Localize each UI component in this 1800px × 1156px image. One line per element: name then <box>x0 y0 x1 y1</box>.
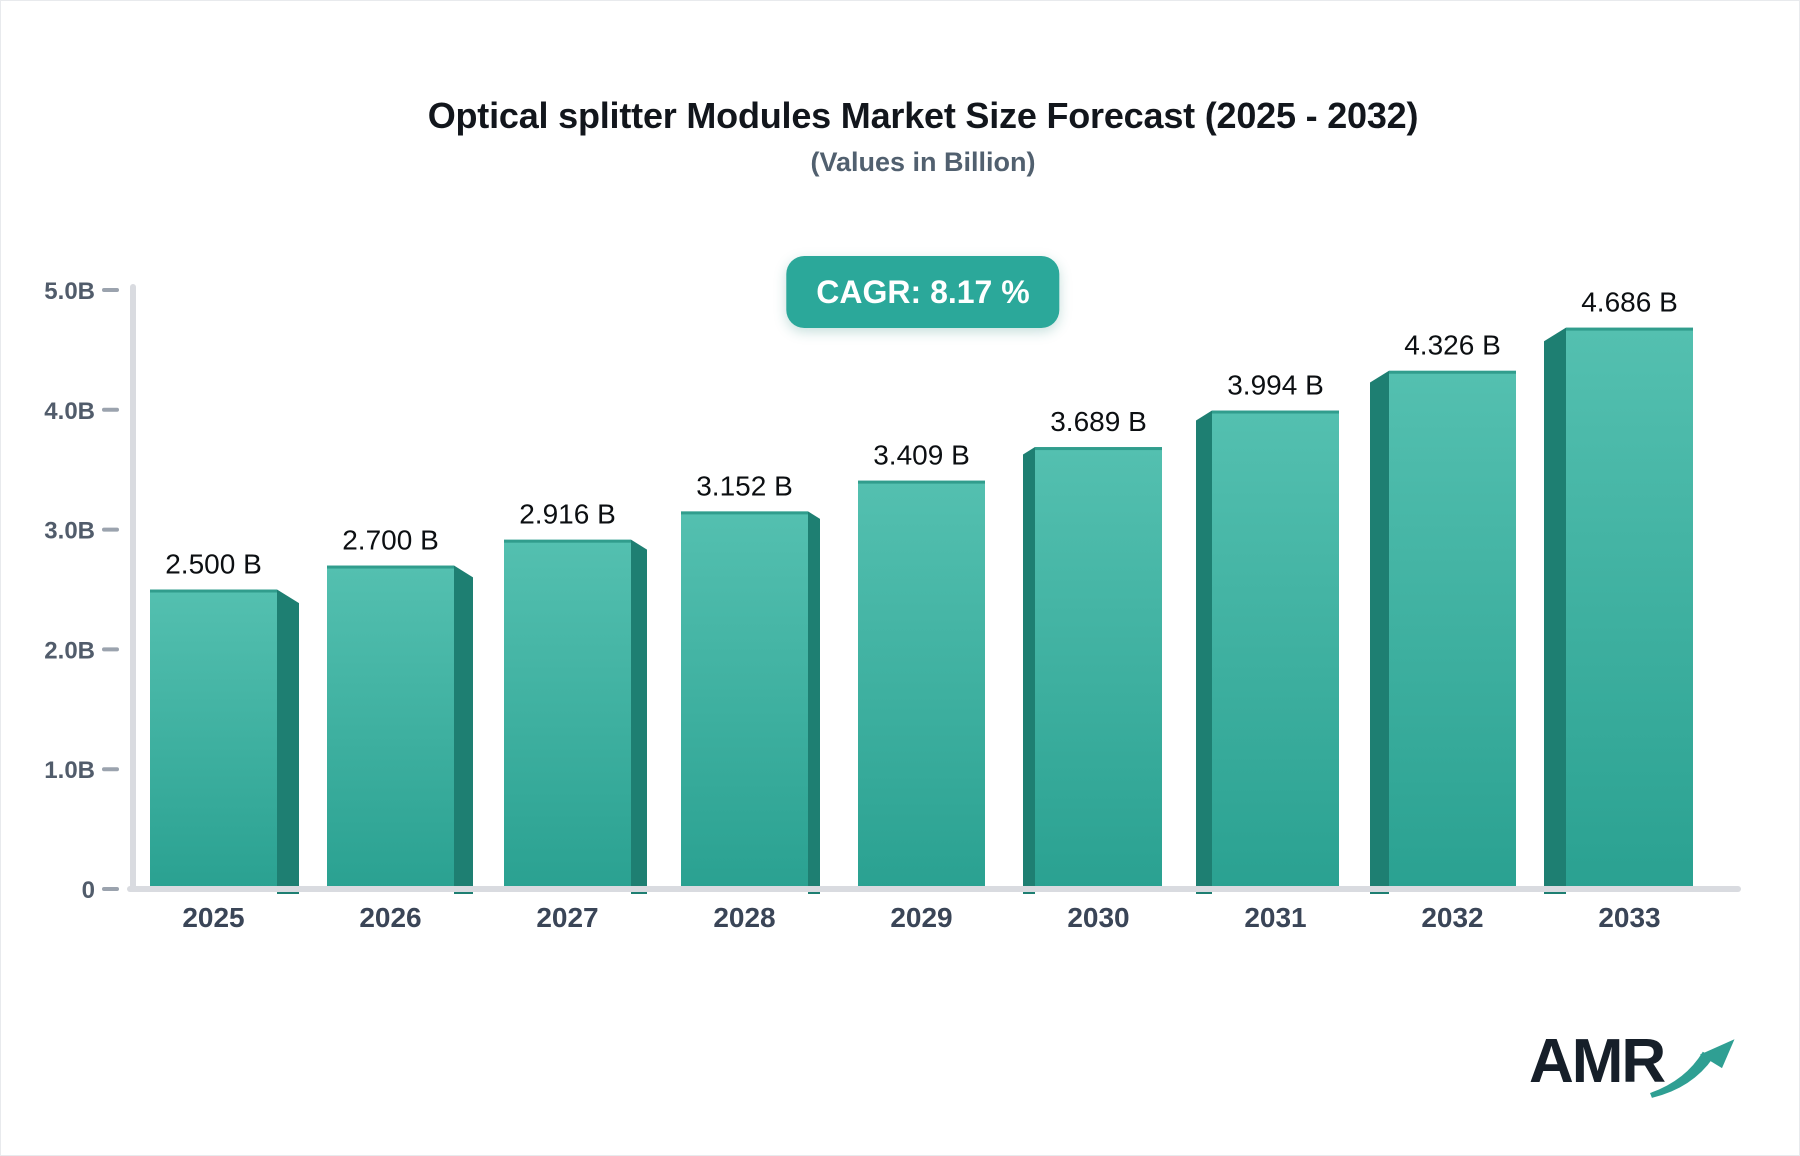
bar-group-2033: 4.686 B 2033 <box>1544 287 1693 933</box>
bar-group-2029: 3.409 B 2029 <box>858 440 985 933</box>
bar-value-label: 4.686 B <box>1581 287 1678 318</box>
bar-side-face <box>808 511 820 894</box>
x-axis-label: 2026 <box>359 902 421 933</box>
bar-top-edge <box>150 589 277 593</box>
bar-value-label: 2.916 B <box>519 499 616 530</box>
bar-side-face <box>1196 410 1212 894</box>
y-tick-mark <box>102 407 119 412</box>
bar-front-face <box>1389 370 1516 889</box>
bar-group-2026: 2.700 B 2026 <box>327 525 473 933</box>
bar-side-face <box>1544 327 1566 894</box>
bar-top-edge <box>1212 410 1339 414</box>
x-axis-label: 2025 <box>182 902 244 933</box>
bar-side-face <box>631 539 647 894</box>
bar-group-2027: 2.916 B 2027 <box>504 499 647 933</box>
bar-front-face <box>504 539 631 889</box>
growth-arrow-icon <box>1650 1039 1735 1098</box>
bar-group-2032: 4.326 B 2032 <box>1370 330 1516 933</box>
y-tick-label: 0 <box>82 877 95 904</box>
bar-group-2030: 3.689 B 2030 <box>1023 406 1162 933</box>
bar-side-face <box>277 589 299 894</box>
bar-group-2028: 3.152 B 2028 <box>681 470 820 933</box>
y-tick-mark <box>102 767 119 772</box>
y-tick-mark <box>102 288 119 292</box>
x-axis-label: 2029 <box>890 902 952 933</box>
bar-top-edge <box>504 539 631 543</box>
bar-value-label: 2.500 B <box>165 549 262 580</box>
y-tick-mark <box>102 647 119 652</box>
y-tick-label: 1.0B <box>44 757 95 784</box>
bar-top-edge <box>858 480 985 484</box>
amr-logo: AMR <box>1529 1031 1746 1103</box>
x-axis-label: 2028 <box>713 902 775 933</box>
bar-value-label: 3.689 B <box>1050 406 1147 437</box>
x-axis-line <box>127 886 1741 892</box>
bar-value-label: 3.152 B <box>696 470 793 501</box>
bar-top-edge <box>327 565 454 569</box>
x-axis-label: 2030 <box>1067 902 1129 933</box>
y-tick-label: 5.0B <box>44 278 95 305</box>
y-tick-mark <box>102 527 119 532</box>
bar-front-face <box>1566 327 1693 889</box>
bar-top-edge <box>681 511 808 515</box>
y-tick-label: 3.0B <box>44 518 95 545</box>
bar-front-face <box>1212 410 1339 889</box>
bar-value-label: 2.700 B <box>342 525 439 556</box>
x-axis-label: 2031 <box>1244 902 1306 933</box>
chart-header: Optical splitter Modules Market Size For… <box>1 1 1799 178</box>
bar-value-label: 3.994 B <box>1227 370 1324 401</box>
y-tick-label: 2.0B <box>44 637 95 664</box>
bar-front-face <box>858 480 985 889</box>
x-axis-label: 2032 <box>1421 902 1483 933</box>
chart-subtitle: (Values in Billion) <box>810 147 1036 177</box>
bar-group-2031: 3.994 B 2031 <box>1196 370 1339 933</box>
bar-front-face <box>1035 447 1162 889</box>
y-axis-line <box>130 284 136 892</box>
y-tick-label: 4.0B <box>44 398 95 425</box>
bar-top-edge <box>1566 327 1693 331</box>
bar-top-edge <box>1035 447 1162 451</box>
bar-front-face <box>681 511 808 889</box>
bar-value-label: 4.326 B <box>1404 330 1501 361</box>
bar-top-edge <box>1389 370 1516 374</box>
bar-value-label: 3.409 B <box>873 440 970 471</box>
amr-logo-text: AMR <box>1529 1027 1666 1096</box>
bar-front-face <box>327 565 454 889</box>
y-tick-mark <box>102 887 119 891</box>
bar-side-face <box>1370 370 1389 894</box>
bar-front-face <box>150 589 277 889</box>
bar-side-face <box>454 565 473 894</box>
x-axis-label: 2027 <box>536 902 598 933</box>
bar-side-face <box>1023 447 1035 894</box>
cagr-badge: CAGR: 8.17 % <box>786 256 1060 328</box>
chart-title: Optical splitter Modules Market Size For… <box>427 95 1419 136</box>
x-axis-label: 2033 <box>1598 902 1660 933</box>
bar-group-2025: 2.500 B 2025 <box>150 549 299 933</box>
